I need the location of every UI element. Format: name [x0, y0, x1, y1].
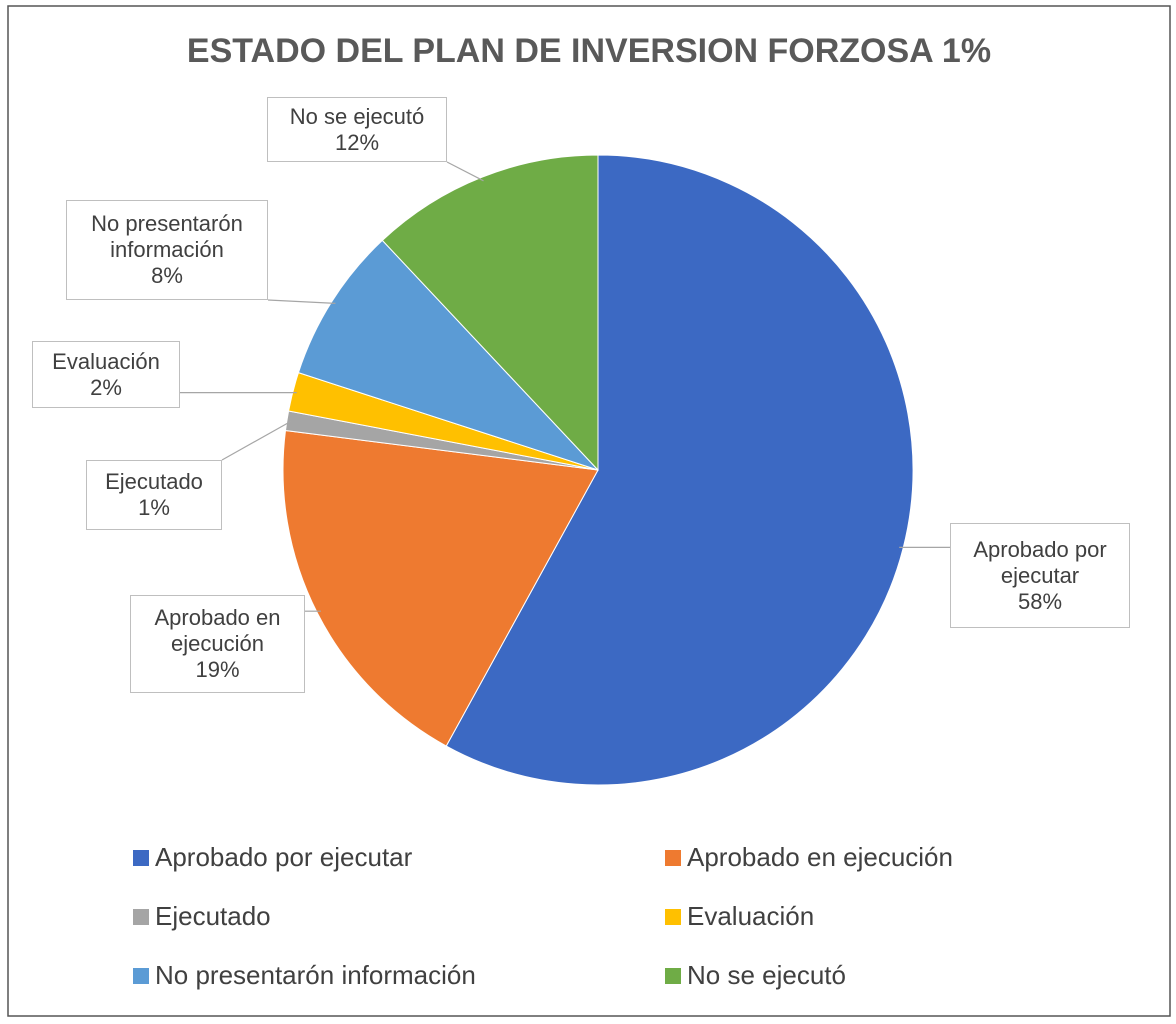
data-label-category: No se ejecutó — [289, 103, 425, 129]
chart-title: ESTADO DEL PLAN DE INVERSION FORZOSA 1% — [187, 32, 991, 70]
data-label-category: Evaluación — [52, 348, 160, 374]
data-label: No presentarón información 8% — [66, 200, 268, 300]
pie-slice — [381, 154, 599, 472]
data-label-value: 19% — [195, 657, 240, 682]
pie-slice — [297, 239, 599, 471]
legend-swatch — [665, 968, 681, 984]
data-label: Ejecutado 1% — [86, 460, 222, 530]
data-label-category: Ejecutado — [105, 469, 203, 494]
legend-swatch — [133, 850, 149, 866]
data-label-value: 8% — [151, 263, 183, 288]
legend-label: No se ejecutó — [687, 960, 846, 990]
data-label: No se ejecutó 12% — [267, 97, 447, 162]
data-label-value: 2% — [90, 374, 122, 400]
legend-item: No se ejecutó — [665, 960, 846, 990]
pie-slice — [282, 429, 599, 747]
legend-swatch — [133, 968, 149, 984]
data-label-value: 12% — [334, 129, 380, 155]
leader-line — [267, 299, 336, 304]
leader-line — [446, 161, 484, 182]
data-label-value: 1% — [138, 495, 170, 520]
legend-label: Evaluación — [687, 901, 815, 931]
legend-swatch — [665, 850, 681, 866]
leader-line — [221, 420, 292, 461]
data-label: Evaluación 2% — [32, 341, 180, 408]
legend-label: Ejecutado — [155, 901, 271, 931]
legend-swatch — [665, 909, 681, 925]
data-label-value: 58% — [1017, 588, 1063, 614]
data-label-category: Aprobado en ejecución — [154, 605, 281, 656]
legend-item: Aprobado por ejecutar — [133, 842, 412, 872]
legend-item: Ejecutado — [133, 901, 271, 931]
data-label: Aprobado en ejecución 19% — [130, 595, 305, 693]
pie-slice — [445, 154, 914, 786]
legend-item: No presentarón información — [133, 960, 476, 990]
data-label: Aprobado por ejecutar 58% — [950, 523, 1130, 628]
legend-swatch — [133, 909, 149, 925]
legend-item: Evaluación — [665, 901, 814, 931]
legend-label: Aprobado por ejecutar — [155, 842, 413, 872]
legend-label: No presentarón información — [155, 960, 476, 990]
legend-label: Aprobado en ejecución — [687, 842, 953, 872]
data-label-category: No presentarón información — [91, 211, 243, 262]
data-label-category: Aprobado por ejecutar — [973, 536, 1107, 588]
legend-item: Aprobado en ejecución — [665, 842, 953, 872]
